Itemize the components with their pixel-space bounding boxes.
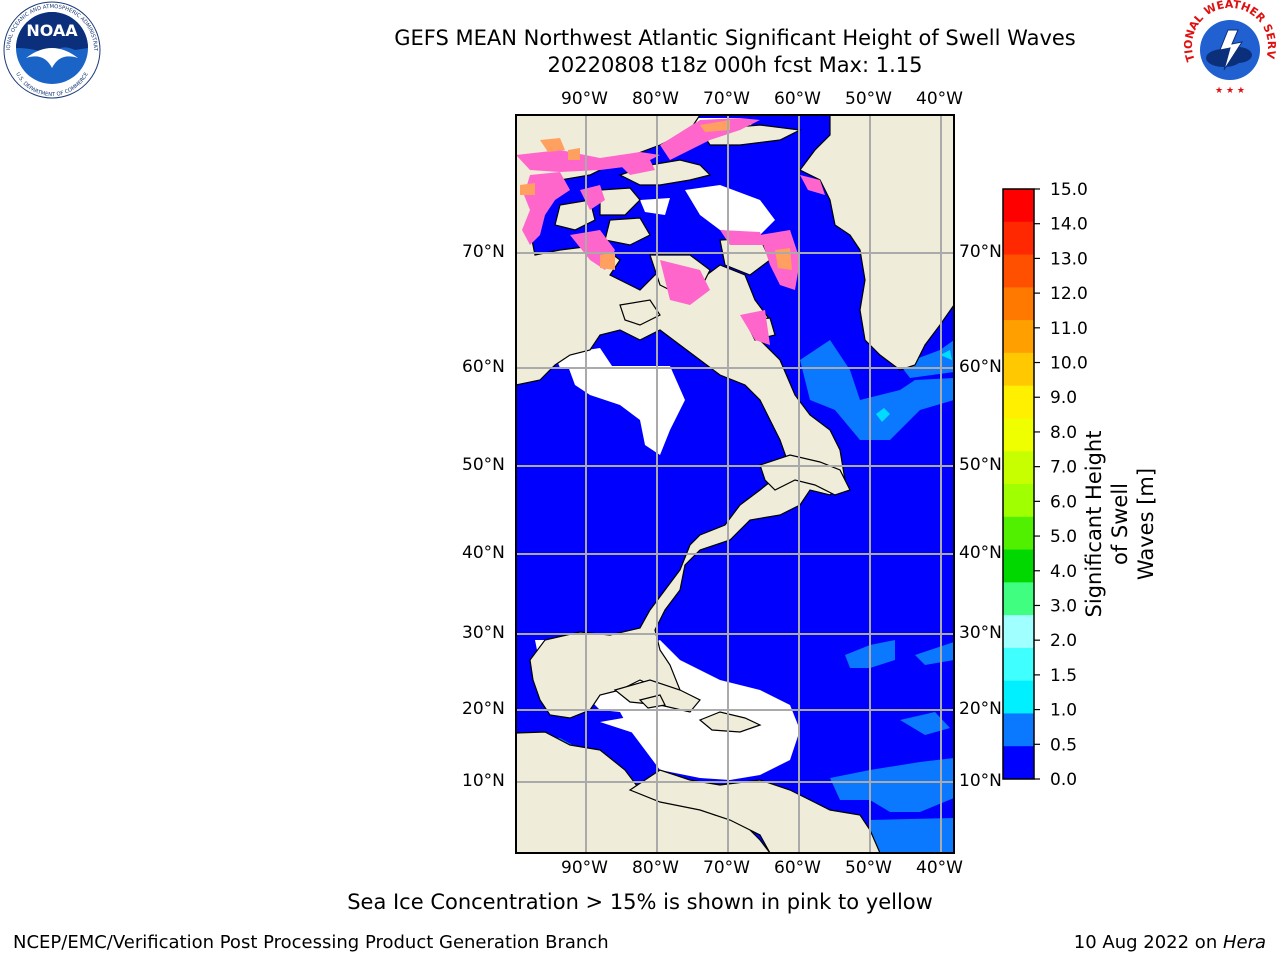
lat-label-right: 20°N [959,699,1002,719]
colorbar-band [1003,221,1034,256]
colorbar-title: Significant Height of Swell Waves [m] [1081,424,1159,624]
colorbar-band [1003,254,1034,288]
land [515,114,955,854]
lat-label-left: 30°N [462,623,505,643]
colorbar-tick-label: 6.0 [1050,492,1077,512]
colorbar-band [1003,680,1034,714]
colorbar-band [1003,746,1034,780]
colorbar-tick-label: 14.0 [1050,215,1088,235]
colorbar-tick-label: 13.0 [1050,249,1088,269]
colorbar-band [1003,484,1034,518]
lat-label-left: 50°N [462,455,505,475]
colorbar-band [1003,713,1034,747]
svg-text:★ ★ ★: ★ ★ ★ [1215,86,1245,96]
colorbar-tick-label: 5.0 [1050,527,1077,547]
colorbar-band [1003,451,1034,485]
lon-label-top: 80°W [632,89,679,109]
noaa-text: NOAA [26,21,78,40]
lon-label-bottom: 90°W [561,858,608,878]
lat-label-right: 10°N [959,771,1002,791]
lat-label-right: 50°N [959,455,1002,475]
lat-label-left: 10°N [462,771,505,791]
colorbar-tick-label: 3.0 [1050,596,1077,616]
colorbar-tick-label: 9.0 [1050,388,1077,408]
colorbar-frame [1002,188,1035,780]
lon-label-bottom: 40°W [916,858,963,878]
colorbar-band [1003,418,1034,452]
colorbar-title-line1: Significant Height of Swell [1082,430,1132,618]
colorbar-band [1003,615,1034,649]
colorbar-tick-label: 0.0 [1050,770,1077,790]
colorbar-band [1003,320,1034,354]
lat-label-right: 40°N [959,543,1002,563]
colorbar-tick-label: 0.5 [1050,735,1077,755]
footer-date: 10 Aug 2022 on Hera [1074,932,1266,953]
lat-label-left: 70°N [462,242,505,262]
colorbar-band [1003,287,1034,321]
nws-logo: NATIONAL WEATHER SERVICE ★ ★ ★ [1180,0,1278,97]
colorbar-tick-label: 2.0 [1050,631,1077,651]
footer-date-text: 10 Aug 2022 on [1073,932,1223,953]
lat-label-left: 20°N [462,699,505,719]
colorbar-band [1003,352,1034,387]
lat-label-right: 30°N [959,623,1002,643]
lat-label-right: 70°N [959,242,1002,262]
colorbar-tick-label: 10.0 [1050,354,1088,374]
lon-label-top: 70°W [703,89,750,109]
lon-label-top: 40°W [916,89,963,109]
colorbar-band [1003,647,1034,682]
colorbar-tick-label: 12.0 [1050,284,1088,304]
colorbar-tick-label: 7.0 [1050,458,1077,478]
colorbar: 15.0 14.0 13.0 12.0 11.0 10.0 9.0 8.0 7.0 6.0 5.0 4… [1002,180,1088,790]
gridlines [516,115,954,853]
lon-label-bottom: 60°W [774,858,821,878]
colorbar-tick-label: 15.0 [1050,180,1088,200]
colorbar-band [1003,189,1034,223]
colorbar-band [1003,582,1034,616]
colorbar-tick-label: 1.5 [1050,666,1077,686]
lon-label-top: 60°W [774,89,821,109]
lon-label-bottom: 50°W [845,858,892,878]
sea-ice-caption: Sea Ice Concentration > 15% is shown in … [347,890,933,914]
lon-label-top: 90°W [561,89,608,109]
colorbar-band [1003,549,1034,583]
colorbar-tick-label: 11.0 [1050,319,1088,339]
lon-label-bottom: 80°W [632,858,679,878]
lon-label-top: 50°W [845,89,892,109]
colorbar-band [1003,516,1034,551]
lat-label-left: 60°N [462,357,505,377]
colorbar-title-line2: Waves [m] [1134,467,1158,581]
map-frame [515,114,955,854]
colorbar-tick-label: 8.0 [1050,423,1077,443]
noaa-logo: NATIONAL OCEANIC AND ATMOSPHERIC ADMINIS… [0,0,101,99]
chart-title: GEFS MEAN Northwest Atlantic Significant… [394,26,1076,50]
footer-machine: Hera [1222,932,1266,953]
chart-subtitle: 20220808 t18z 000h fcst Max: 1.15 [547,53,923,77]
colorbar-tick-label: 1.0 [1050,701,1077,721]
lat-label-right: 60°N [959,357,1002,377]
lon-label-bottom: 70°W [703,858,750,878]
footer-branch: NCEP/EMC/Verification Post Processing Pr… [13,932,609,953]
colorbar-tick-label: 4.0 [1050,562,1077,582]
lat-label-left: 40°N [462,543,505,563]
colorbar-band [1003,385,1034,419]
